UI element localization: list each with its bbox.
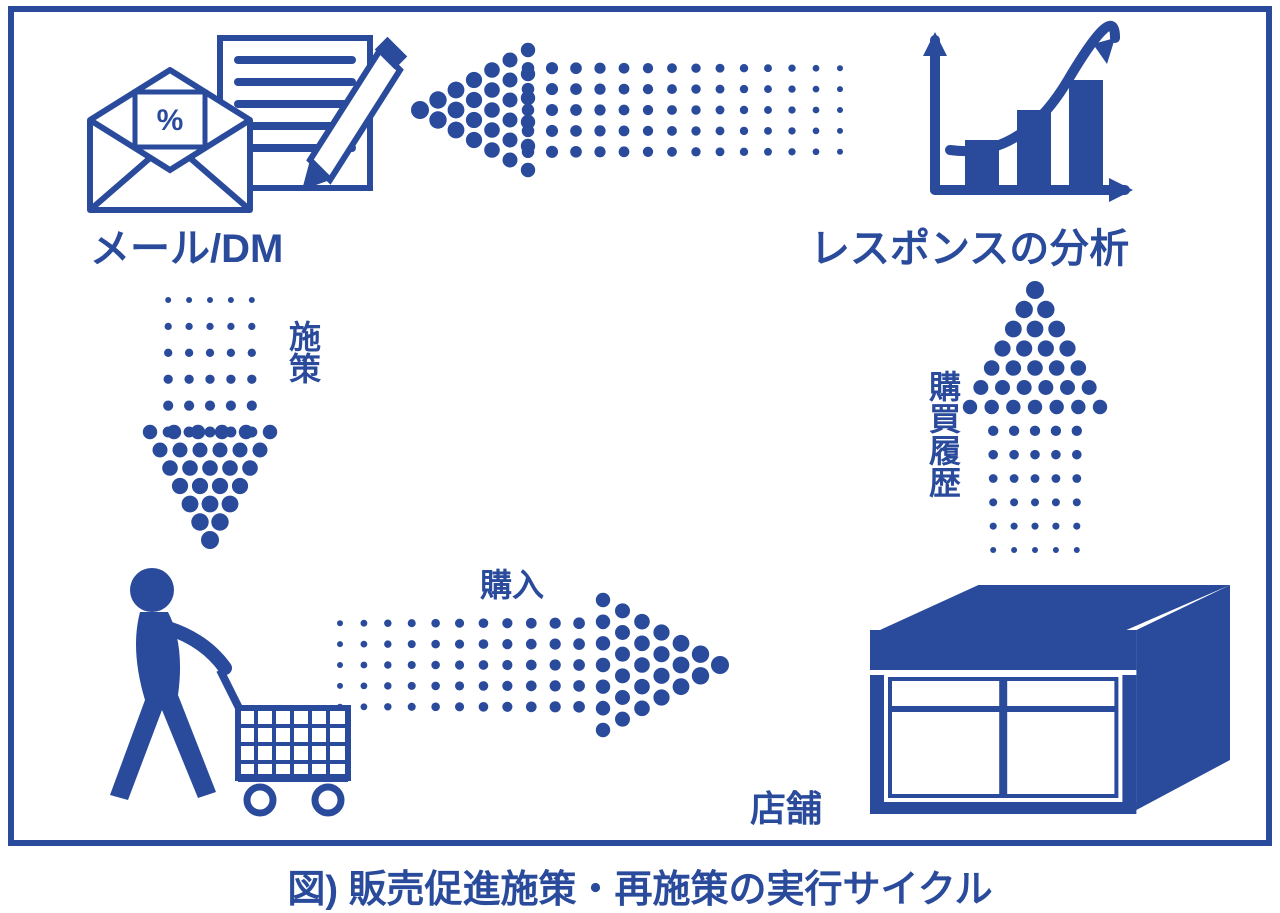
arrow-left-down: [143, 297, 277, 549]
chart-icon: [923, 26, 1133, 202]
arrow-right-up: [963, 281, 1107, 553]
arrow-bottom-right: [337, 593, 729, 737]
store-icon: [870, 585, 1230, 814]
arrow-top-left: [411, 43, 843, 177]
diagram-svg: %: [0, 0, 1280, 913]
svg-text:%: %: [157, 104, 184, 137]
mail-dm-icon: %: [90, 37, 407, 210]
shopper-icon: [110, 568, 348, 813]
